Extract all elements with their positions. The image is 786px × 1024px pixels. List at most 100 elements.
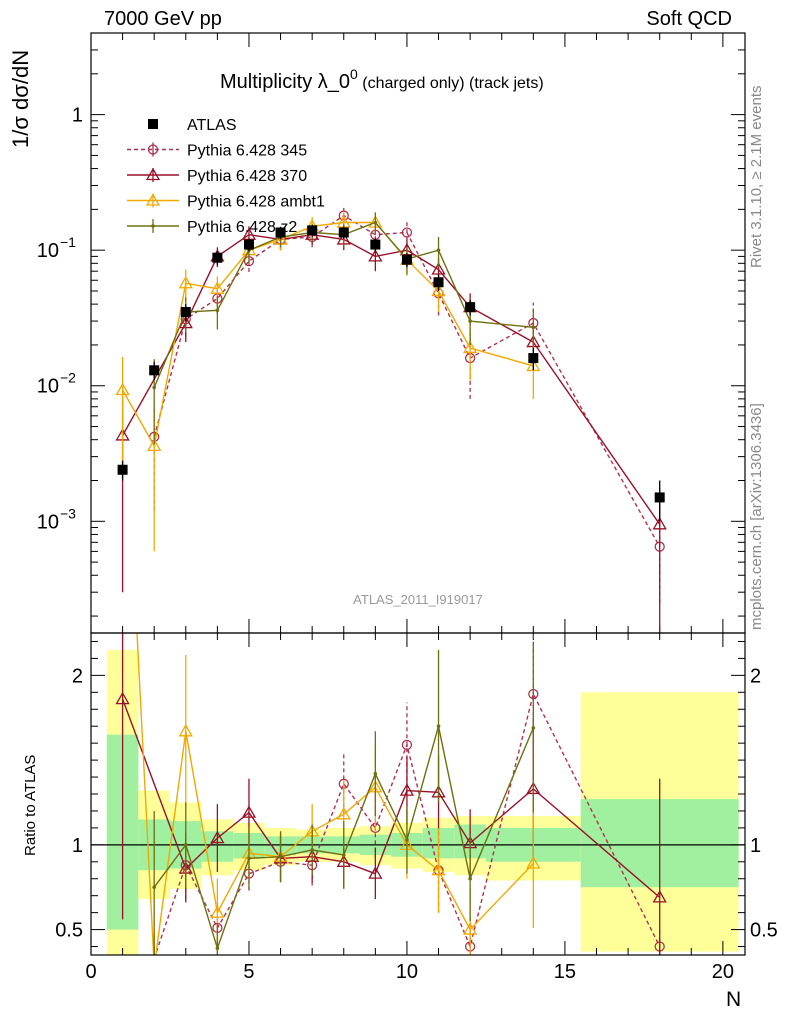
y-tick-label: 10 (37, 511, 59, 533)
data-point (341, 853, 346, 857)
data-point (526, 856, 541, 869)
data-point (180, 306, 191, 317)
data-point (212, 252, 223, 263)
rivet-label: Rivet 3.1.10, ≥ 2.1M events (748, 85, 765, 269)
data-point (152, 885, 156, 890)
ratio-y-tick-label-right: 1 (750, 835, 761, 857)
data-point (178, 275, 193, 289)
data-point (115, 691, 130, 705)
header-left: 7000 GeV pp (104, 8, 222, 30)
series-line-ambt1 (121, 221, 534, 448)
data-point (465, 302, 476, 313)
chart-title: Multiplicity λ_00 (charged only) (track … (220, 66, 544, 93)
data-point (436, 248, 441, 252)
data-point (338, 227, 349, 238)
data-point (243, 239, 254, 250)
data-point (431, 283, 446, 297)
data-point (654, 492, 665, 503)
series-data (117, 224, 665, 522)
data-point (401, 739, 413, 751)
data-point (152, 385, 156, 390)
y-tick-label: 1 (72, 105, 83, 127)
legend-label: Pythia 6.428 ambt1 (187, 194, 325, 211)
legend-label: Pythia 6.428 370 (187, 168, 307, 185)
ratio-y-tick-label-right: 0.5 (750, 920, 778, 942)
data-point (149, 365, 160, 376)
legend-marker (148, 119, 158, 129)
mcplots-label: mcplots.cern.ch [arXiv:1306.3436] (748, 403, 765, 630)
data-point (463, 922, 478, 935)
ratio-y-tick-label-right: 2 (750, 665, 761, 687)
x-tick-label: 15 (554, 961, 576, 983)
series-ambt1 (115, 212, 541, 552)
series-line-p370 (121, 233, 661, 525)
data-point (115, 382, 130, 396)
data-point (652, 517, 667, 530)
data-point (652, 890, 667, 903)
data-point (431, 262, 446, 275)
data-point (147, 438, 162, 452)
data-point (241, 805, 257, 818)
legend-label: ATLAS (187, 117, 237, 134)
ratio-y-axis-label: Ratio to ATLAS (22, 754, 39, 856)
data-point (178, 723, 193, 737)
x-tick-label: 5 (243, 961, 254, 983)
y-tick-exponent: −2 (60, 370, 76, 386)
ratio-y-tick-label: 2 (72, 665, 83, 687)
data-point (247, 856, 251, 861)
data-point (528, 353, 539, 364)
data-point (210, 830, 225, 844)
data-point (401, 254, 412, 265)
data-point (210, 905, 225, 918)
data-point (370, 239, 381, 250)
ratio-panel: 0.5 0.51 12 20 5 10 15 20 (55, 632, 778, 983)
series-z2 (152, 212, 536, 445)
data-point (307, 225, 318, 236)
analysis-watermark: ATLAS_2011_I919017 (353, 592, 483, 607)
legend-label: Pythia 6.428 345 (187, 143, 307, 160)
series-line-z2 (153, 221, 534, 388)
series-z2 (152, 643, 536, 955)
y-tick-label: 10 (37, 376, 59, 398)
legend-marker (145, 167, 161, 181)
y-tick-exponent: −3 (60, 505, 76, 521)
main-y-axis-label: 1/σ dσ/dN (8, 49, 33, 148)
legend-marker (145, 193, 161, 206)
data-point (401, 227, 413, 238)
data-point (431, 862, 446, 876)
x-tick-label: 20 (712, 961, 734, 983)
data-point (183, 843, 188, 847)
data-point (526, 358, 541, 372)
data-point (531, 726, 536, 730)
legend-marker (151, 224, 155, 228)
series-p370 (115, 226, 667, 633)
data-point (368, 249, 383, 262)
data-point (373, 771, 378, 776)
data-point (215, 308, 220, 313)
ratio-y-tick-label: 1 (72, 835, 83, 857)
data-point (215, 946, 220, 951)
data-point (278, 854, 283, 859)
data-point (436, 724, 441, 729)
legend-marker (147, 144, 159, 155)
data-point (275, 227, 286, 238)
data-point (405, 837, 409, 842)
x-tick-label: 0 (85, 961, 96, 983)
ratio-frame (90, 632, 746, 956)
x-axis-label: N (726, 988, 742, 1011)
data-point (463, 340, 478, 354)
header-right: Soft QCD (646, 8, 732, 30)
ratio-y-tick-label: 0.5 (55, 920, 83, 942)
data-point (310, 848, 314, 852)
data-point (210, 281, 225, 294)
data-point (399, 783, 415, 796)
data-point (433, 277, 444, 288)
data-point (336, 807, 351, 820)
data-point (368, 866, 383, 879)
y-tick-exponent: −1 (60, 234, 76, 250)
x-tick-label: 10 (396, 961, 418, 983)
data-point (468, 319, 472, 323)
data-point (117, 464, 128, 475)
